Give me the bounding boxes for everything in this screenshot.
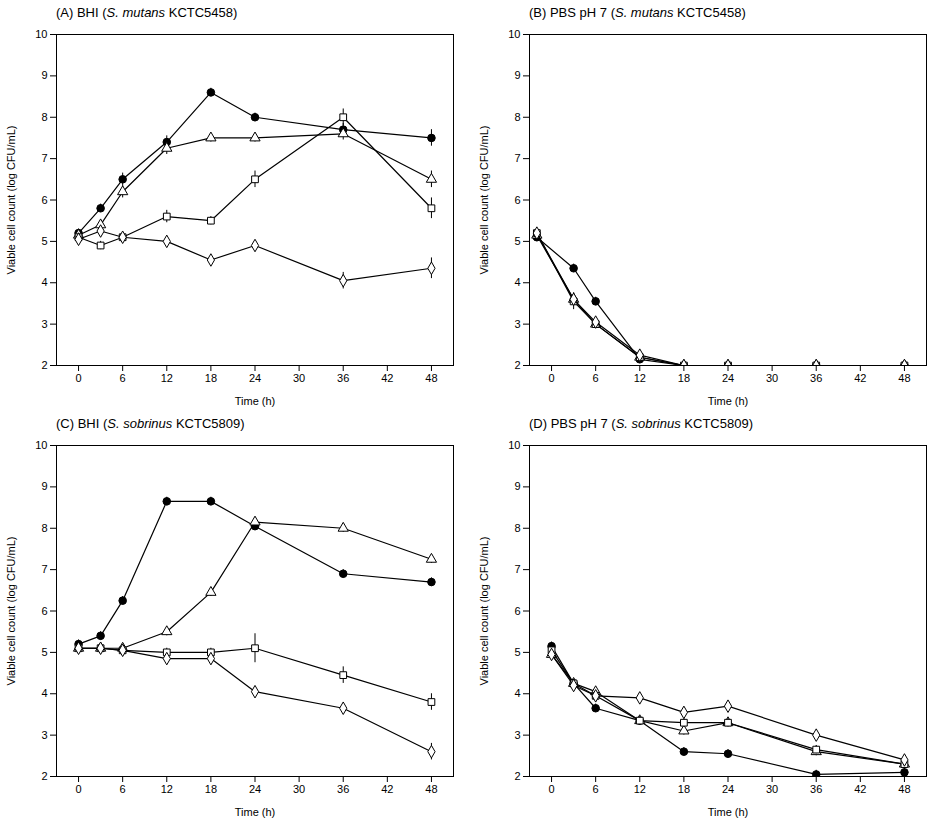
- svg-text:6: 6: [41, 605, 47, 617]
- svg-text:2: 2: [514, 359, 520, 371]
- html-text:(A) BHI (S. mutans KCTC5458): (A) BHI (S. mutans KCTC5458): [56, 5, 238, 20]
- svg-text:3: 3: [514, 318, 520, 330]
- svg-text:42: 42: [854, 372, 866, 384]
- svg-text:6: 6: [41, 194, 47, 206]
- svg-text:30: 30: [293, 783, 305, 795]
- svg-text:0: 0: [75, 372, 81, 384]
- svg-text:30: 30: [293, 372, 305, 384]
- svg-text:3: 3: [514, 729, 520, 741]
- svg-text:2: 2: [41, 770, 47, 782]
- svg-text:0: 0: [548, 372, 554, 384]
- svg-text:2: 2: [514, 770, 520, 782]
- svg-text:9: 9: [514, 480, 520, 492]
- svg-text:6: 6: [514, 605, 520, 617]
- svg-text:10: 10: [35, 28, 47, 40]
- svg-text:Viable cell count (log CFU/mL): Viable cell count (log CFU/mL): [478, 537, 490, 686]
- svg-text:8: 8: [514, 522, 520, 534]
- svg-text:5: 5: [514, 235, 520, 247]
- svg-text:10: 10: [35, 439, 47, 451]
- svg-text:36: 36: [810, 372, 822, 384]
- svg-text:3: 3: [41, 318, 47, 330]
- svg-text:6: 6: [120, 372, 126, 384]
- svg-text:48: 48: [425, 783, 437, 795]
- svg-text:6: 6: [593, 372, 599, 384]
- svg-text:42: 42: [854, 783, 866, 795]
- svg-text:0: 0: [548, 783, 554, 795]
- svg-text:8: 8: [41, 522, 47, 534]
- svg-text:30: 30: [766, 783, 778, 795]
- html-text:(C) BHI (S. sobrinus KCTC5809): (C) BHI (S. sobrinus KCTC5809): [56, 416, 245, 431]
- html-text:(D) PBS pH 7 (S. sobrinus KCTC: (D) PBS pH 7 (S. sobrinus KCTC5809): [529, 416, 753, 431]
- svg-text:12: 12: [161, 372, 173, 384]
- svg-text:7: 7: [514, 563, 520, 575]
- svg-text:Viable cell count (log CFU/mL): Viable cell count (log CFU/mL): [5, 126, 17, 275]
- svg-text:6: 6: [514, 194, 520, 206]
- svg-text:5: 5: [41, 646, 47, 658]
- svg-text:48: 48: [898, 783, 910, 795]
- svg-text:4: 4: [41, 687, 47, 699]
- svg-text:48: 48: [425, 372, 437, 384]
- svg-text:7: 7: [41, 152, 47, 164]
- svg-text:4: 4: [41, 276, 47, 288]
- svg-text:Viable cell count (log CFU/mL): Viable cell count (log CFU/mL): [5, 537, 17, 686]
- svg-text:10: 10: [508, 28, 520, 40]
- svg-text:4: 4: [514, 276, 520, 288]
- svg-text:6: 6: [120, 783, 126, 795]
- svg-text:10: 10: [508, 439, 520, 451]
- svg-text:9: 9: [41, 69, 47, 81]
- svg-text:18: 18: [678, 372, 690, 384]
- svg-text:8: 8: [41, 111, 47, 123]
- svg-text:36: 36: [810, 783, 822, 795]
- svg-text:Time (h): Time (h): [708, 395, 749, 407]
- svg-text:30: 30: [766, 372, 778, 384]
- svg-text:7: 7: [514, 152, 520, 164]
- svg-text:4: 4: [514, 687, 520, 699]
- svg-text:5: 5: [41, 235, 47, 247]
- svg-text:8: 8: [514, 111, 520, 123]
- svg-text:48: 48: [898, 372, 910, 384]
- svg-text:36: 36: [337, 783, 349, 795]
- svg-text:Time (h): Time (h): [235, 806, 276, 818]
- svg-text:7: 7: [41, 563, 47, 575]
- svg-text:24: 24: [249, 372, 261, 384]
- svg-text:36: 36: [337, 372, 349, 384]
- svg-text:18: 18: [205, 783, 217, 795]
- svg-text:18: 18: [205, 372, 217, 384]
- svg-text:6: 6: [593, 783, 599, 795]
- svg-text:42: 42: [381, 783, 393, 795]
- svg-text:18: 18: [678, 783, 690, 795]
- html-text:(B) PBS pH 7 (S. mutans KCTC54: (B) PBS pH 7 (S. mutans KCTC5458): [529, 5, 746, 20]
- svg-text:9: 9: [514, 69, 520, 81]
- svg-text:42: 42: [381, 372, 393, 384]
- svg-text:12: 12: [634, 783, 646, 795]
- svg-text:Time (h): Time (h): [235, 395, 276, 407]
- svg-text:2: 2: [41, 359, 47, 371]
- svg-text:0: 0: [75, 783, 81, 795]
- svg-text:5: 5: [514, 646, 520, 658]
- svg-text:24: 24: [722, 783, 734, 795]
- svg-text:12: 12: [634, 372, 646, 384]
- svg-text:3: 3: [41, 729, 47, 741]
- svg-text:Viable cell count (log CFU/mL): Viable cell count (log CFU/mL): [478, 126, 490, 275]
- svg-text:24: 24: [249, 783, 261, 795]
- svg-text:12: 12: [161, 783, 173, 795]
- svg-text:24: 24: [722, 372, 734, 384]
- svg-text:Time (h): Time (h): [708, 806, 749, 818]
- svg-text:9: 9: [41, 480, 47, 492]
